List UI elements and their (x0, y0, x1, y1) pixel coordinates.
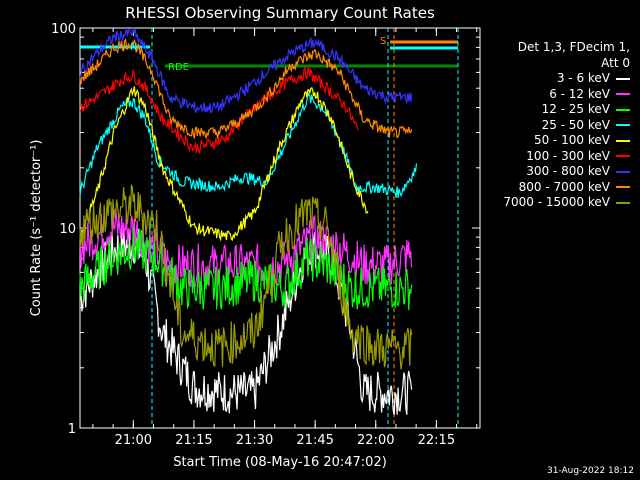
y-tick-label: 1 (68, 422, 76, 437)
legend-entry-label: 300 - 800 keV (526, 164, 610, 178)
legend-entry: 800 - 7000 keV (480, 180, 630, 196)
legend-swatch (616, 201, 630, 204)
legend-header-line-1: Det 1,3, FDecim 1, (517, 40, 630, 54)
series-line (79, 38, 413, 139)
flag-label: N (130, 42, 137, 53)
legend-swatch (616, 170, 630, 173)
legend-entry: 300 - 800 keV (480, 164, 630, 180)
legend-entry-label: 3 - 6 keV (556, 71, 610, 85)
legend-entry-label: 100 - 300 keV (526, 148, 610, 163)
legend-entry: 7000 - 15000 keV (480, 195, 630, 211)
legend-swatch (616, 108, 630, 111)
legend-swatch (616, 77, 630, 80)
legend-swatch (616, 93, 630, 96)
legend-entry: 6 - 12 keV (480, 87, 630, 103)
legend-rows: 3 - 6 keV 6 - 12 keV 12 - 25 keV 25 - 50 ke… (480, 71, 630, 211)
legend-entry: 25 - 50 keV (480, 118, 630, 134)
x-tick-label: 21:00 (115, 433, 152, 448)
legend-entry: 50 - 100 keV (480, 133, 630, 149)
x-tick-label: 22:15 (418, 433, 455, 448)
chart-title: RHESSI Observing Summary Count Rates (125, 4, 435, 22)
series-line (79, 226, 413, 415)
y-axis-label: Count Rate (s⁻¹ detector⁻¹) (29, 140, 44, 317)
legend-swatch (616, 139, 630, 142)
flag-label: RDE (168, 62, 189, 73)
legend-entry-label: 25 - 50 keV (541, 117, 610, 132)
x-tick-label: 21:30 (236, 433, 273, 448)
x-axis-label: Start Time (08-May-16 20:47:02) (173, 455, 387, 470)
series-line (79, 92, 418, 199)
legend-entry: 12 - 25 keV (480, 102, 630, 118)
series-line (79, 27, 413, 114)
legend-entry-label: 50 - 100 keV (533, 133, 610, 147)
series-line (79, 66, 359, 155)
y-tick-label: 100 (51, 22, 76, 37)
series-line (79, 86, 369, 243)
x-tick-label: 22:00 (357, 433, 394, 448)
y-tick-label: 10 (59, 222, 76, 237)
flag-label: S (380, 36, 386, 47)
legend: Det 1,3, FDecim 1, Att 0 3 - 6 keV 6 - 12… (480, 40, 630, 211)
legend-entry-label: 6 - 12 keV (549, 86, 610, 101)
series-line (79, 210, 413, 289)
series-line (79, 184, 413, 370)
timestamp: 31-Aug-2022 18:12 (546, 466, 634, 476)
legend-entry: 3 - 6 keV (480, 71, 630, 87)
legend-swatch (616, 155, 630, 158)
series-line (79, 227, 413, 311)
legend-entry: 100 - 300 keV (480, 149, 630, 165)
legend-entry-label: 12 - 25 keV (541, 102, 610, 116)
legend-entry-label: 800 - 7000 keV (518, 179, 610, 194)
legend-swatch (616, 124, 630, 127)
legend-entry-label: 7000 - 15000 keV (503, 195, 610, 209)
legend-header-line-2: Att 0 (601, 55, 630, 70)
x-tick-label: 21:15 (175, 433, 212, 448)
legend-swatch (616, 186, 630, 189)
x-tick-label: 21:45 (296, 433, 333, 448)
